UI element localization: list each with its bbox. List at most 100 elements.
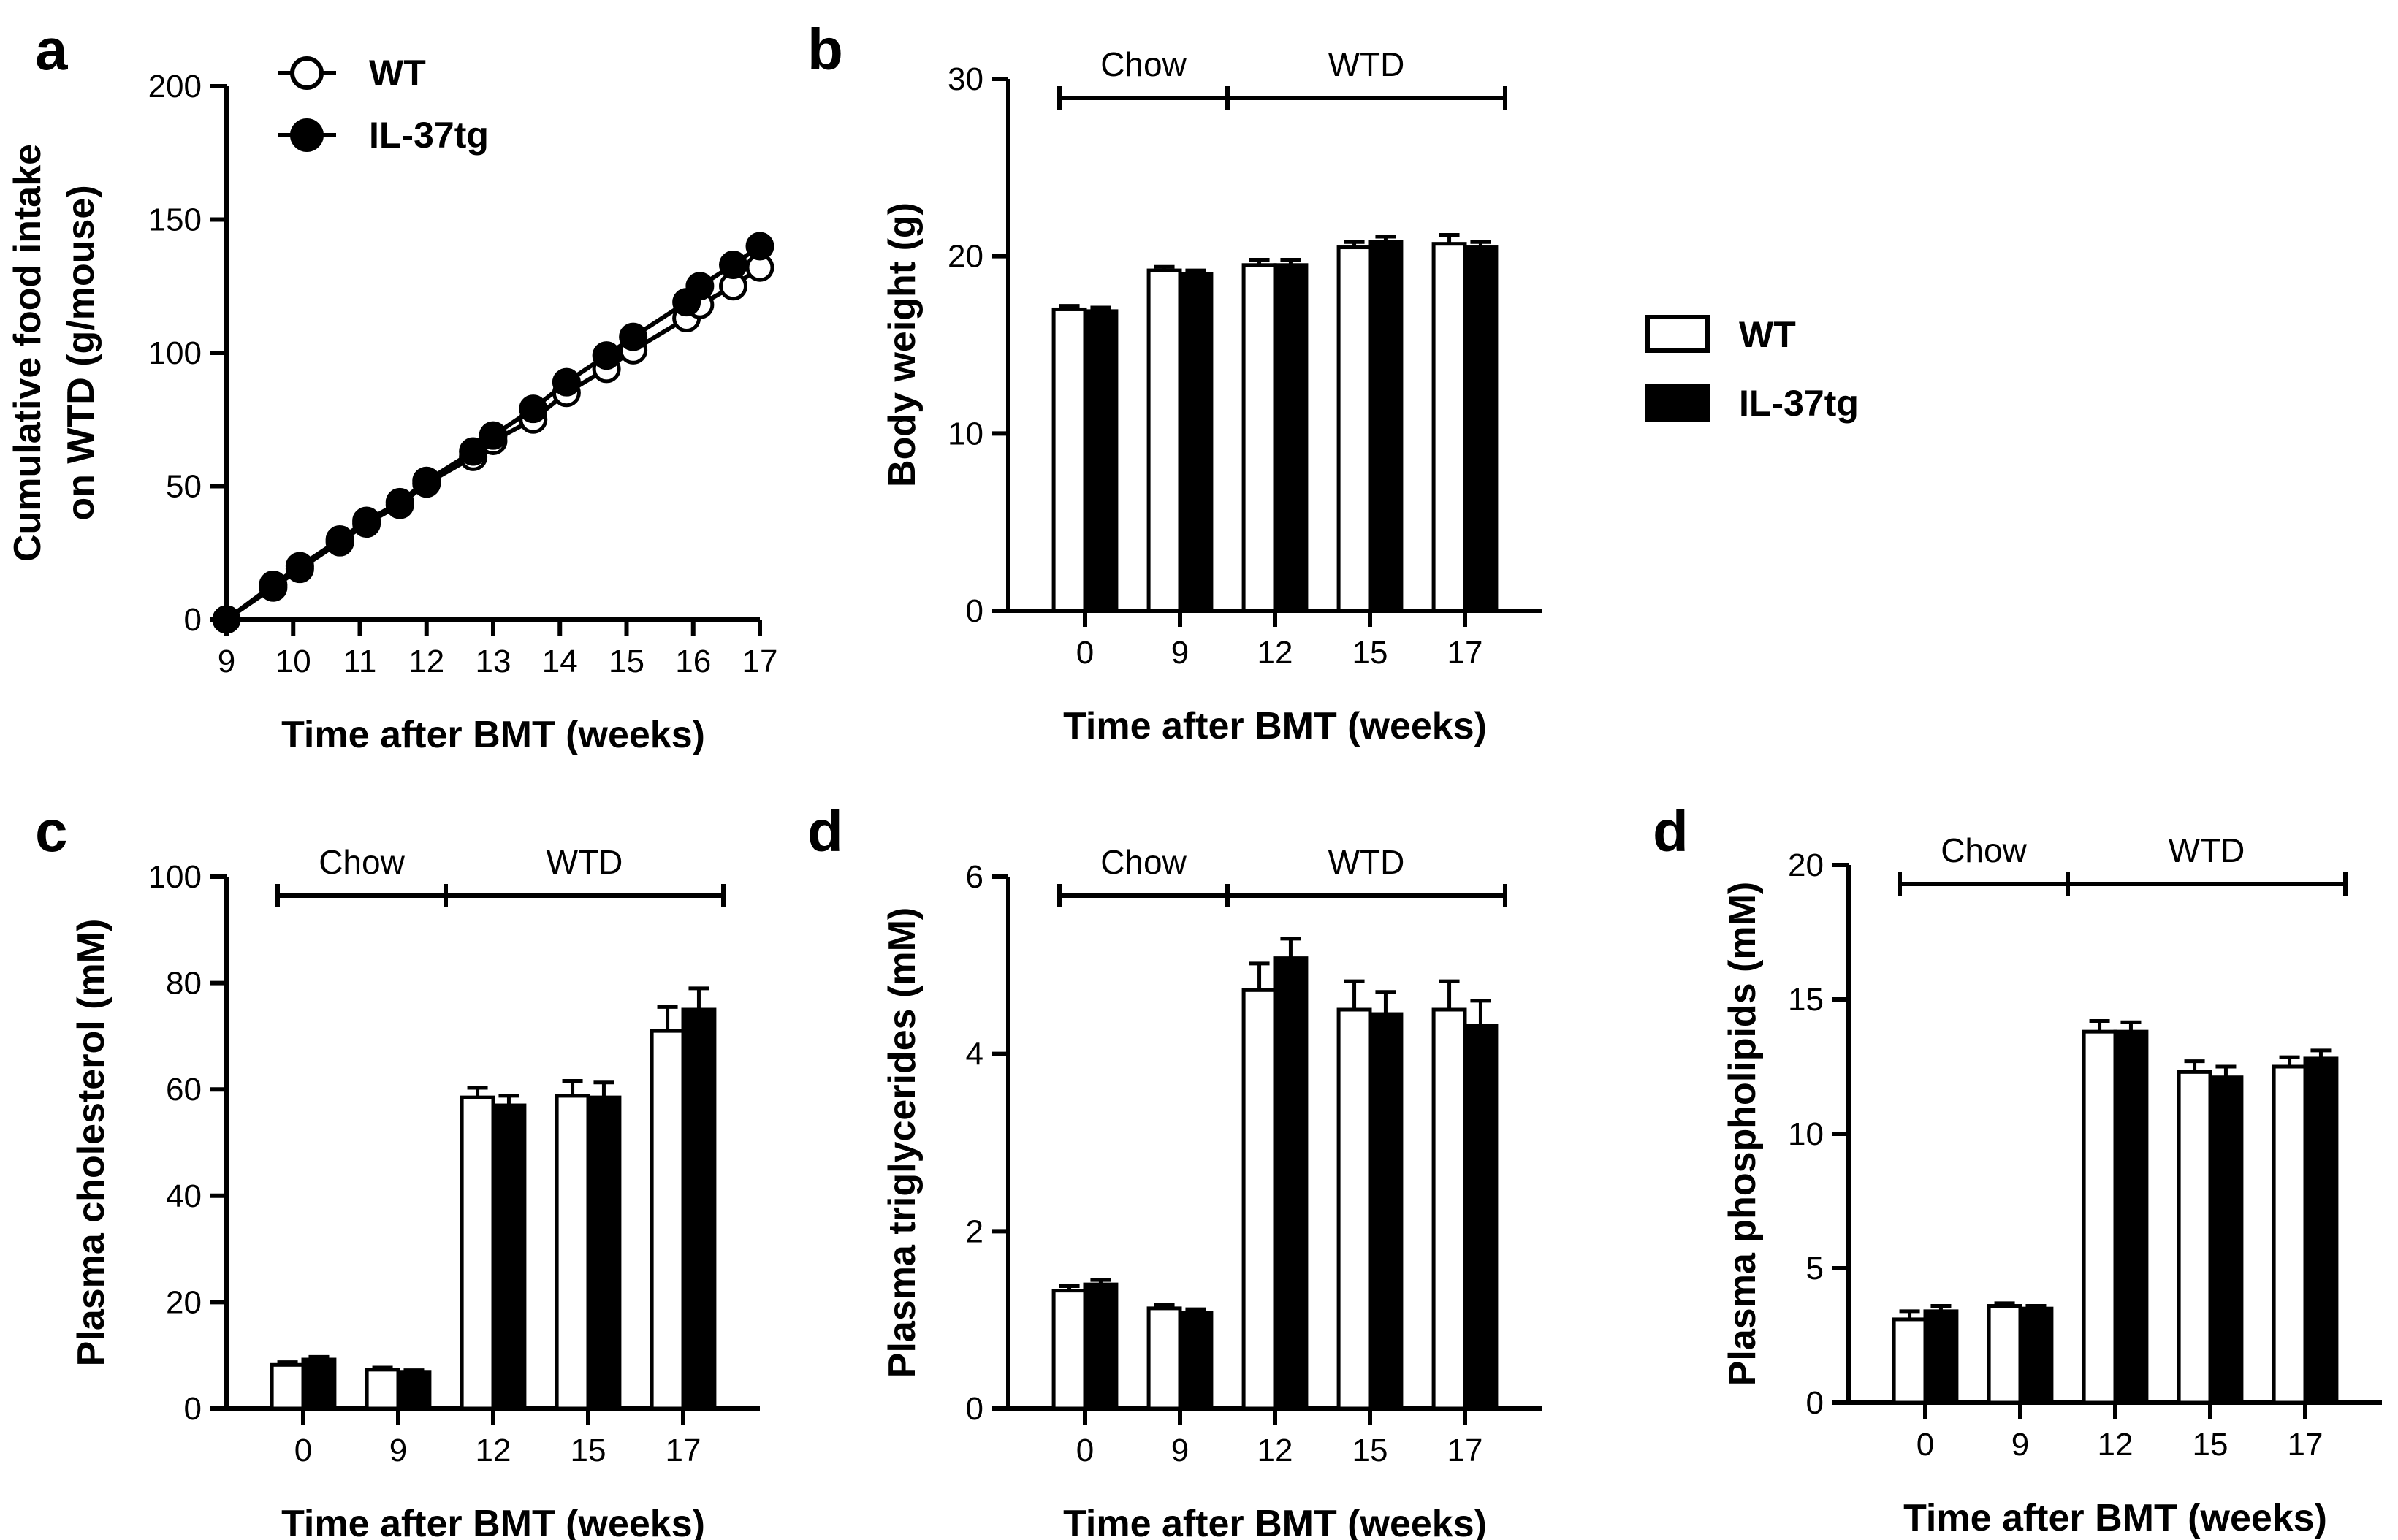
bar-il37 (491, 1103, 527, 1411)
legend-wt-marker (290, 56, 324, 90)
x-tick-label: 15 (571, 1433, 606, 1468)
x-tick-label: 9 (1171, 635, 1189, 671)
y-tick-label: 5 (1806, 1251, 1824, 1286)
x-axis-title: Time after BMT (weeks) (1063, 705, 1487, 747)
y-tick-label: 0 (184, 602, 202, 638)
data-point-il37 (685, 272, 715, 301)
bar-wt (270, 1362, 305, 1411)
x-tick-label: 12 (2098, 1427, 2134, 1463)
legend-bar-wt-label: WT (1739, 314, 1796, 355)
legend-wt-swatch (1645, 315, 1710, 353)
bar-il37 (1463, 245, 1499, 613)
diet-label-wtd: WTD (1328, 45, 1405, 83)
y-tick-label: 80 (166, 966, 202, 1002)
bar-il37 (1083, 1282, 1119, 1411)
panel-a: a 0 50 100 150 200 Time after BMT (weeks) Cumul… (7, 17, 777, 756)
legend-il37-marker (290, 118, 324, 152)
x-tick-label: 9 (389, 1433, 407, 1468)
y-tick-label: 0 (966, 593, 983, 629)
y-tick-label: 50 (166, 469, 202, 505)
y-tick-label: 0 (1806, 1385, 1824, 1421)
bar-il37 (1178, 272, 1214, 613)
panel-c: c 0 20 40 60 80 100 Time after BMT (weeks) Plasm… (35, 798, 760, 1540)
y-tick-label: 100 (148, 335, 202, 371)
diet-label-chow: Chow (1100, 45, 1187, 83)
bar-wt (1336, 1007, 1372, 1411)
y-axis-title: Plasma cholesterol (mM) (70, 919, 113, 1367)
diet-label-wtd: WTD (2169, 831, 2245, 869)
y-tick-label: 20 (948, 239, 983, 275)
x-axis-title: Time after BMT (weeks) (281, 1503, 705, 1540)
x-tick-label: 9 (1171, 1433, 1189, 1468)
x-tick-label: 0 (294, 1433, 312, 1468)
data-point-il37 (719, 251, 747, 280)
legend-bar-il37-label: IL-37tg (1739, 383, 1859, 424)
bar-il37 (1923, 1309, 1959, 1405)
data-point-il37 (745, 232, 774, 261)
panel-b: b 0 10 20 30 Time after BMT (weeks) Body weigh… (807, 17, 1542, 747)
bar-il37 (1178, 1311, 1214, 1411)
bar-wt (365, 1368, 400, 1411)
y-tick-label: 4 (966, 1037, 983, 1072)
diet-label-wtd: WTD (1328, 843, 1405, 881)
diet-label-chow: Chow (319, 843, 405, 881)
bar-il37 (301, 1357, 337, 1411)
panel-letter: a (35, 17, 68, 82)
y-tick-label: 20 (166, 1284, 202, 1320)
bar-legend: WT IL-37tg (1645, 314, 1859, 424)
panel-letter: d (807, 798, 843, 864)
x-tick-label: 15 (1352, 635, 1388, 671)
x-tick-label: 17 (1447, 1433, 1483, 1468)
panel-d-triglycerides: d 0 2 4 6 Time after BMT (weeks) Plasma trigly… (807, 798, 1542, 1540)
bar-wt (460, 1095, 495, 1411)
y-axis-title-line: on WTD (g/mouse) (60, 185, 102, 520)
bar-wt (1146, 268, 1182, 613)
bar-il37 (1368, 240, 1404, 613)
bar-il37 (1273, 263, 1309, 613)
bar-wt (1051, 307, 1087, 613)
data-point-il37 (412, 466, 441, 495)
y-tick-label: 15 (1788, 982, 1824, 1018)
y-axis-title-line: Cumulative food intake (7, 144, 49, 562)
data-point-il37 (212, 605, 241, 634)
legend-wt-label: WT (369, 53, 426, 94)
y-tick-label: 10 (948, 416, 983, 451)
x-axis-title: Time after BMT (weeks) (1903, 1497, 2327, 1539)
line-legend: WT IL-37tg (278, 53, 489, 156)
x-axis-title: Time after BMT (weeks) (281, 714, 705, 756)
x-tick-label: 0 (1076, 635, 1094, 671)
panel-letter: d (1653, 798, 1689, 864)
y-tick-label: 150 (148, 202, 202, 238)
bar-wt (1892, 1317, 1927, 1405)
y-tick-label: 0 (966, 1391, 983, 1427)
data-point-il37 (385, 487, 414, 516)
bar-il37 (2208, 1075, 2244, 1405)
x-tick-label: 9 (2011, 1427, 2029, 1463)
x-tick-label: 16 (675, 644, 711, 679)
x-tick-label: 15 (2193, 1427, 2228, 1463)
bar-wt (1336, 245, 1372, 613)
x-tick-label: 17 (666, 1433, 701, 1468)
bar-wt (2082, 1029, 2117, 1405)
y-tick-label: 20 (1788, 847, 1824, 883)
data-point-il37 (479, 421, 508, 450)
bar-wt (1431, 1007, 1467, 1411)
bar-wt (555, 1094, 590, 1411)
y-tick-label: 30 (948, 61, 983, 97)
x-axis-title: Time after BMT (weeks) (1063, 1503, 1487, 1540)
bar-il37 (681, 1007, 717, 1411)
bar-wt (1241, 988, 1277, 1411)
data-point-il37 (592, 341, 621, 370)
data-point-il37 (325, 525, 354, 554)
bar-il37 (396, 1370, 432, 1411)
bar-il37 (2113, 1029, 2149, 1405)
x-tick-label: 13 (476, 644, 511, 679)
bar-wt (1051, 1289, 1087, 1411)
data-point-il37 (459, 437, 488, 466)
y-tick-label: 0 (184, 1391, 202, 1427)
data-point-il37 (352, 506, 381, 535)
panel-d-phospholipids: d 0 5 10 15 20 Time after BMT (weeks) Plasma ph… (1653, 798, 2382, 1539)
diet-label-chow: Chow (1941, 831, 2027, 869)
x-tick-label: 12 (476, 1433, 511, 1468)
